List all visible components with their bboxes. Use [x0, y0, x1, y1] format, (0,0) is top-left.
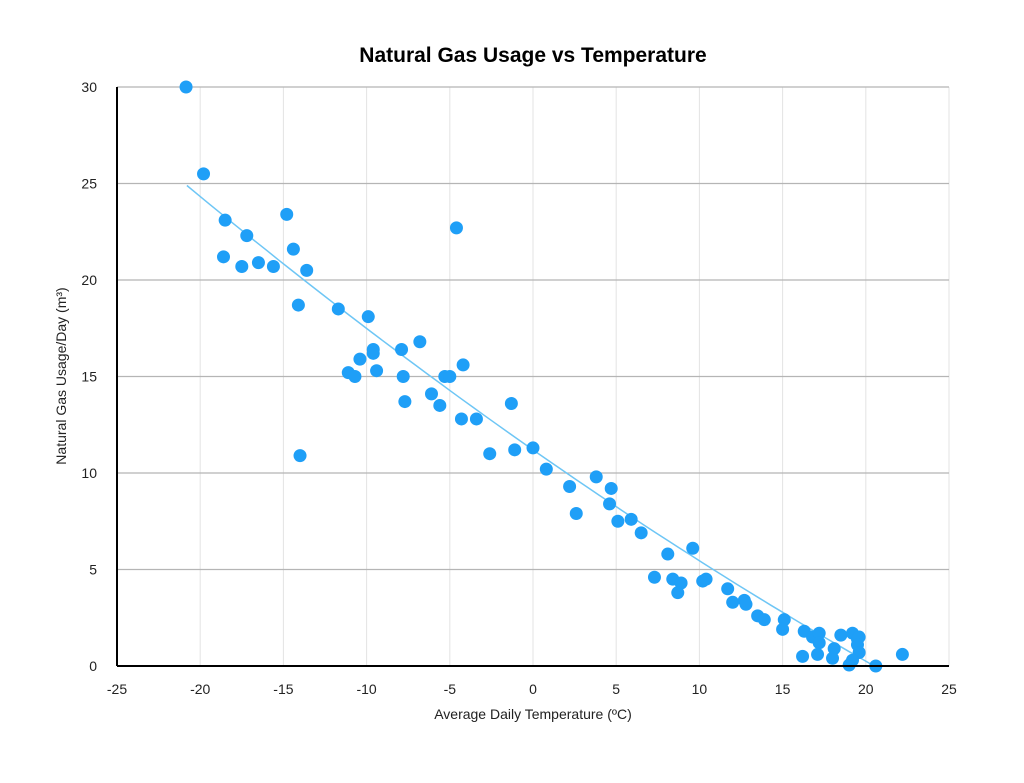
data-point — [197, 167, 211, 181]
y-tick-label: 0 — [89, 658, 97, 674]
y-tick-label: 15 — [81, 369, 97, 385]
data-point — [413, 335, 427, 349]
x-tick-label: -25 — [107, 681, 127, 697]
data-point — [827, 642, 841, 656]
data-point — [811, 647, 825, 661]
data-point — [726, 595, 740, 609]
tick-labels: -25 -20 -15 -10 -5 0 5 10 15 20 25 0 5 10 15 20 25 30 — [81, 79, 957, 697]
x-tick-label: 10 — [692, 681, 708, 697]
x-tick-label: 0 — [529, 681, 537, 697]
data-point — [624, 512, 638, 526]
data-point — [331, 302, 345, 316]
trendline — [186, 184, 875, 667]
x-tick-label: 25 — [941, 681, 957, 697]
data-point — [526, 441, 540, 455]
data-point — [721, 582, 735, 596]
axes — [116, 87, 949, 667]
data-point — [469, 412, 483, 426]
x-tick-label: -5 — [444, 681, 457, 697]
data-point — [348, 370, 362, 383]
x-axis-label: Average Daily Temperature (ºC) — [434, 706, 632, 722]
data-point — [634, 526, 648, 540]
data-point — [589, 470, 603, 484]
data-point — [218, 213, 232, 227]
data-point — [361, 310, 375, 324]
data-point — [539, 462, 553, 476]
data-point — [661, 547, 675, 561]
data-point — [456, 358, 470, 372]
data-point — [395, 342, 409, 356]
y-tick-label: 5 — [89, 562, 97, 578]
data-point — [280, 207, 294, 221]
x-tick-label: 15 — [775, 681, 791, 697]
data-point — [895, 647, 909, 661]
data-point — [812, 636, 826, 650]
data-point — [739, 597, 753, 611]
y-tick-label: 20 — [81, 272, 97, 288]
x-tick-label: 20 — [858, 681, 874, 697]
data-point — [179, 80, 193, 94]
data-point — [366, 346, 380, 360]
data-point — [834, 628, 848, 642]
data-point — [449, 221, 463, 235]
data-point — [563, 480, 577, 494]
data-point — [671, 586, 685, 600]
y-tick-label: 10 — [81, 465, 97, 481]
data-point — [216, 250, 230, 264]
y-axis-label: Natural Gas Usage/Day (m³) — [53, 287, 69, 464]
points-group — [179, 80, 909, 673]
y-tick-label: 30 — [81, 79, 97, 95]
data-point — [776, 622, 790, 636]
data-point — [686, 541, 700, 555]
data-point — [504, 397, 518, 411]
data-point — [240, 229, 254, 243]
data-point — [796, 649, 810, 663]
data-point — [569, 507, 583, 521]
data-point — [757, 613, 771, 627]
data-point — [443, 370, 457, 383]
data-point — [483, 447, 497, 461]
data-point — [251, 256, 265, 270]
data-point — [370, 364, 384, 378]
data-point — [300, 263, 314, 277]
data-point — [699, 572, 713, 586]
data-point — [603, 497, 617, 511]
data-point — [777, 613, 791, 627]
data-point — [286, 242, 300, 256]
trendline-group — [186, 184, 875, 667]
data-point — [508, 443, 522, 457]
data-point — [235, 259, 249, 273]
data-point — [424, 387, 438, 401]
x-tick-label: 5 — [612, 681, 620, 697]
data-point — [291, 298, 305, 312]
data-point — [826, 651, 840, 665]
data-point — [647, 570, 661, 584]
x-tick-label: -15 — [273, 681, 293, 697]
data-point — [454, 412, 468, 426]
data-point — [611, 514, 625, 528]
x-tick-label: -10 — [356, 681, 376, 697]
data-point — [353, 352, 367, 366]
data-point — [812, 626, 826, 640]
grid — [117, 86, 950, 666]
data-point — [398, 395, 412, 409]
data-point — [293, 449, 307, 463]
data-point — [396, 370, 410, 383]
data-point — [845, 653, 859, 667]
data-point — [266, 259, 280, 273]
data-point — [433, 398, 447, 412]
x-tick-label: -20 — [190, 681, 210, 697]
y-tick-label: 25 — [81, 176, 97, 192]
data-point — [604, 481, 618, 495]
chart-title: Natural Gas Usage vs Temperature — [359, 44, 706, 67]
